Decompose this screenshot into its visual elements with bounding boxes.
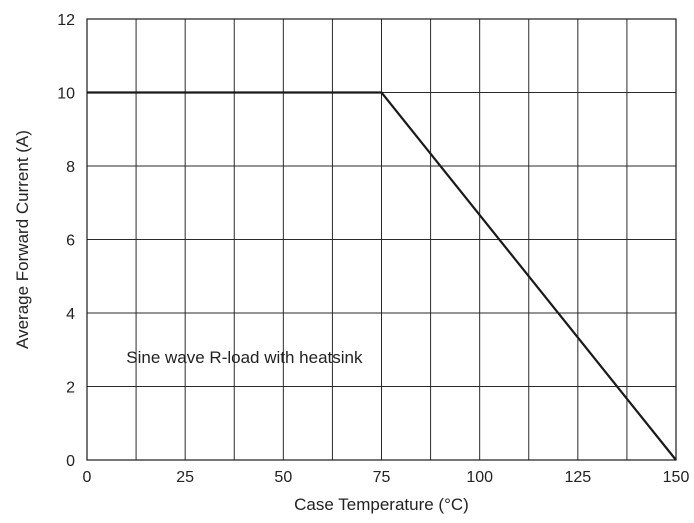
x-axis-title: Case Temperature (°C) [294, 495, 469, 514]
x-tick-label: 0 [83, 469, 92, 486]
y-tick-label: 2 [66, 380, 75, 397]
x-tick-label: 25 [176, 469, 194, 486]
x-tick-label: 50 [274, 469, 292, 486]
x-tick-label: 75 [373, 469, 391, 486]
plot-frame [86, 18, 677, 461]
y-tick-label: 0 [66, 453, 75, 470]
x-tick-label: 150 [663, 469, 690, 486]
x-tick-label: 100 [466, 469, 493, 486]
y-tick-label: 8 [66, 159, 75, 176]
annotation-text: Sine wave R-load with heatsink [126, 348, 363, 367]
y-tick-labels: 0 2 4 6 8 10 12 [57, 12, 75, 470]
y-tick-label: 6 [66, 233, 75, 250]
x-tick-labels: 0 25 50 75 100 125 150 [83, 469, 690, 486]
series-line [87, 91, 677, 461]
grid-lines [86, 18, 677, 461]
y-axis-title: Average Forward Current (A) [13, 130, 32, 349]
y-tick-label: 4 [66, 306, 75, 323]
annotations: Sine wave R-load with heatsink [126, 348, 363, 367]
series-group [87, 91, 677, 461]
y-tick-label: 10 [57, 86, 75, 103]
y-tick-label: 12 [57, 12, 75, 29]
x-tick-label: 125 [564, 469, 591, 486]
